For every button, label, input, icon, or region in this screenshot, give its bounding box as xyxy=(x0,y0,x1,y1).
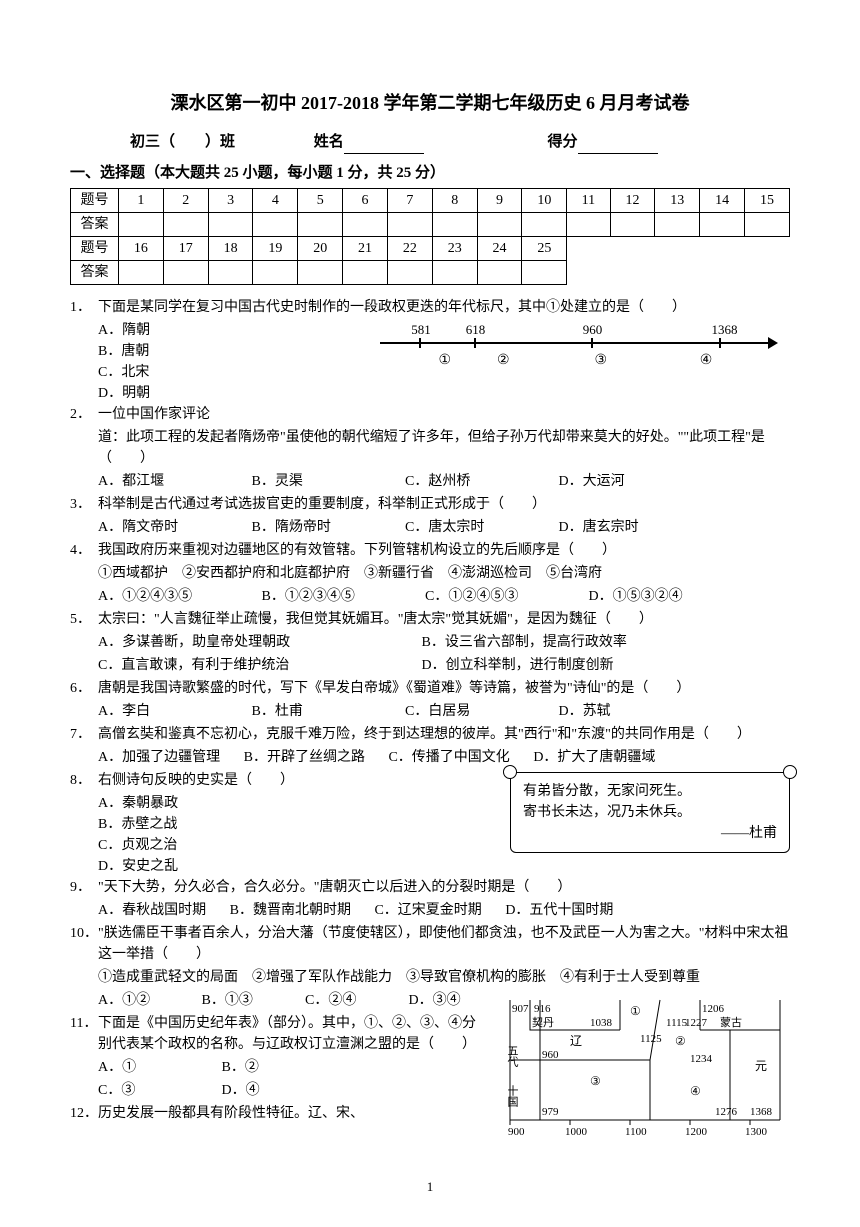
q11-opt-b: B．② xyxy=(222,1057,259,1078)
q7-opt-a: A．加强了边疆管理 xyxy=(98,747,220,768)
table-label: 题号 xyxy=(71,237,119,261)
question-2: 2． 一位中国作家评论 xyxy=(70,404,790,425)
question-11: 11． 下面是《中国历史纪年表》（部分）。其中，①、②、③、④分别代表某个政权的… xyxy=(70,1013,790,1055)
q11-opt-c: C．③ xyxy=(98,1080,198,1101)
svg-text:1200: 1200 xyxy=(685,1126,708,1138)
question-5: 5． 太宗曰："人言魏征举止疏慢，我但觉其妩媚耳。"唐太宗"觉其妩媚"，是因为魏… xyxy=(70,609,790,630)
q6-opt-b: B．杜甫 xyxy=(252,701,382,722)
q1-opt-b: B．唐朝 xyxy=(98,341,149,362)
q4-opt-c: C．①②④⑤③ xyxy=(425,586,565,607)
q9-opt-d: D．五代十国时期 xyxy=(505,900,613,921)
q7-opt-b: B．开辟了丝绸之路 xyxy=(244,747,365,768)
q10-opt-d: D．③④ xyxy=(409,990,461,1011)
svg-text:④: ④ xyxy=(690,1084,701,1098)
question-1: 1． 下面是某同学在复习中国古代史时制作的一段政权更迭的年代标尺，其中①处建立的… xyxy=(70,297,790,318)
section1-header: 一、选择题（本大题共 25 小题，每小题 1 分，共 25 分） xyxy=(70,162,790,185)
svg-text:1000: 1000 xyxy=(565,1126,588,1138)
q6-opt-c: C．白居易 xyxy=(405,701,535,722)
q11-opt-a: A．① xyxy=(98,1057,198,1078)
exam-title: 溧水区第一初中 2017-2018 学年第二学期七年级历史 6 月月考试卷 xyxy=(70,90,790,117)
q3-opt-a: A．隋文帝时 xyxy=(98,517,228,538)
student-info-line: 初三（ ）班 姓名 得分 xyxy=(70,131,790,154)
name-blank[interactable] xyxy=(344,138,424,154)
q5-opt-d: D．创立科举制，进行制度创新 xyxy=(422,655,614,676)
svg-text:③: ③ xyxy=(590,1074,601,1088)
question-10: 10． "朕选儒臣干事者百余人，分治大藩（节度使辖区），即使他们都贪浊，也不及武… xyxy=(70,923,790,965)
table-label: 答案 xyxy=(71,213,119,237)
q7-opt-c: C．传播了中国文化 xyxy=(388,747,509,768)
svg-text:1100: 1100 xyxy=(625,1126,647,1138)
q6-opt-a: A．李白 xyxy=(98,701,228,722)
answer-table: 题号 12 34 56 78 910 1112 1314 15 答案 题号 16… xyxy=(70,188,790,285)
q1-opt-d: D．明朝 xyxy=(98,383,150,404)
timeline-diagram: 581 618 960 1368 ① ② ③ ④ xyxy=(380,320,770,368)
q1-opt-a: A．隋朝 xyxy=(98,320,150,341)
q5-opt-a: A．多谋善断，助皇帝处理朝政 xyxy=(98,632,398,653)
q10-opt-a: A．①② xyxy=(98,990,178,1011)
q9-opt-a: A．春秋战国时期 xyxy=(98,900,206,921)
page-number: 1 xyxy=(70,1177,790,1197)
q2-opt-c: C．赵州桥 xyxy=(405,471,535,492)
question-9: 9． "天下大势，分久必合，合久必分。"唐朝灭亡以后进入的分裂时期是（ ） xyxy=(70,877,790,898)
table-label: 题号 xyxy=(71,189,119,213)
q3-opt-c: C．唐太宗时 xyxy=(405,517,535,538)
score-label: 得分 xyxy=(548,131,578,154)
svg-text:900: 900 xyxy=(508,1126,525,1138)
class-label: 初三（ ）班 xyxy=(130,131,310,154)
svg-text:1300: 1300 xyxy=(745,1126,768,1138)
table-label: 答案 xyxy=(71,261,119,285)
question-8: 8． 右侧诗句反映的史实是（ ） xyxy=(70,770,790,791)
name-label: 姓名 xyxy=(314,131,344,154)
q9-opt-b: B．魏晋南北朝时期 xyxy=(230,900,351,921)
q11-opt-d: D．④ xyxy=(222,1080,260,1101)
q2-opt-b: B．灵渠 xyxy=(252,471,382,492)
question-12: 12． 历史发展一般都具有阶段性特征。辽、宋、 xyxy=(70,1103,790,1124)
question-3: 3． 科举制是古代通过考试选拔官吏的重要制度，科举制正式形成于（ ） xyxy=(70,494,790,515)
question-4: 4． 我国政府历来重视对边疆地区的有效管辖。下列管辖机构设立的先后顺序是（ ） xyxy=(70,540,790,561)
q10-opt-c: C．②④ xyxy=(305,990,385,1011)
question-6: 6． 唐朝是我国诗歌繁盛的时代，写下《早发白帝城》《蜀道难》等诗篇，被誉为"诗仙… xyxy=(70,678,790,699)
q1-opt-c: C．北宋 xyxy=(98,362,149,383)
q4-opt-b: B．①②③④⑤ xyxy=(262,586,402,607)
q6-opt-d: D．苏轼 xyxy=(559,701,611,722)
q5-opt-b: B．设三省六部制，提高行政效率 xyxy=(422,632,627,653)
question-7: 7． 高僧玄奘和鉴真不忘初心，克服千难万险，终于到达理想的彼岸。其"西行"和"东… xyxy=(70,724,790,745)
q5-opt-c: C．直言敢谏，有利于维护统治 xyxy=(98,655,398,676)
q3-opt-d: D．唐玄宗时 xyxy=(559,517,639,538)
q2-opt-a: A．都江堰 xyxy=(98,471,228,492)
svg-text:元: 元 xyxy=(755,1059,767,1073)
q4-opt-a: A．①②④③⑤ xyxy=(98,586,238,607)
q10-opt-b: B．①③ xyxy=(202,990,282,1011)
score-blank[interactable] xyxy=(578,138,658,154)
q8-opt-d: D．安史之乱 xyxy=(70,856,790,877)
q7-opt-d: D．扩大了唐朝疆域 xyxy=(533,747,655,768)
q4-opt-d: D．①⑤③②④ xyxy=(589,586,683,607)
q3-opt-b: B．隋炀帝时 xyxy=(252,517,382,538)
q9-opt-c: C．辽宋夏金时期 xyxy=(374,900,481,921)
q2-opt-d: D．大运河 xyxy=(559,471,625,492)
